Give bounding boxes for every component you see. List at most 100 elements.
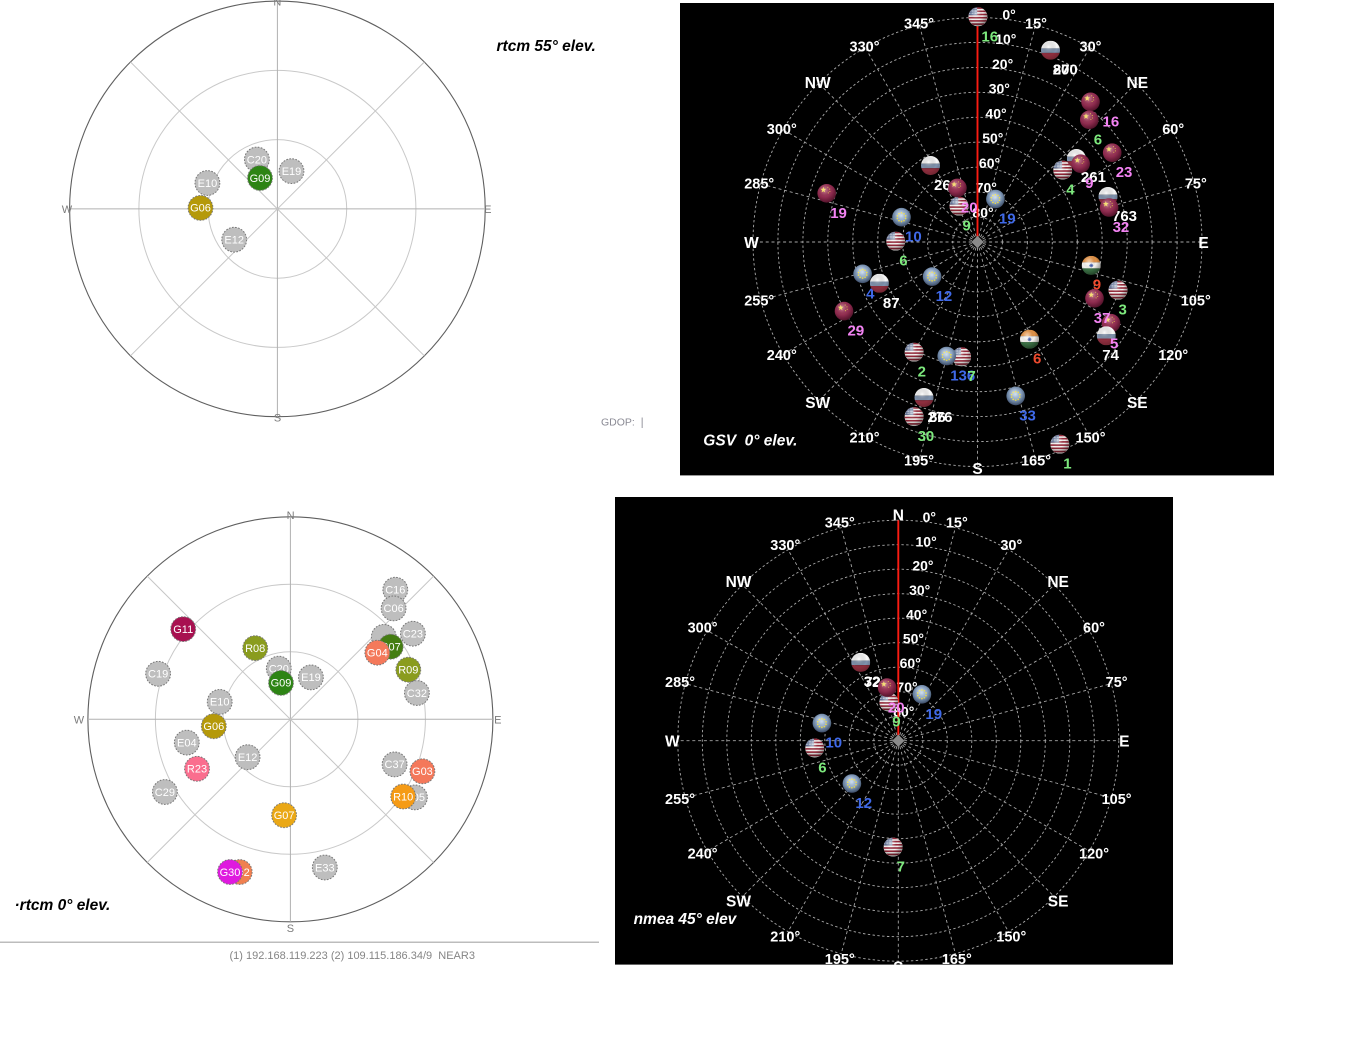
svg-text:32: 32: [1113, 219, 1130, 236]
svg-text:6: 6: [818, 760, 826, 777]
svg-text:E19: E19: [301, 672, 321, 684]
svg-text:0°: 0°: [923, 509, 936, 525]
svg-text:15°: 15°: [1025, 17, 1047, 33]
svg-text:10°: 10°: [995, 31, 1016, 47]
svg-text:12: 12: [936, 288, 953, 305]
svg-text:255°: 255°: [665, 792, 695, 808]
svg-text:70°: 70°: [896, 679, 917, 695]
svg-text:W: W: [62, 204, 73, 216]
svg-text:285°: 285°: [744, 177, 774, 193]
svg-text:26: 26: [934, 177, 951, 194]
svg-text:NW: NW: [726, 574, 752, 591]
svg-text:W: W: [744, 235, 759, 252]
svg-text:29: 29: [848, 323, 865, 340]
svg-text:75°: 75°: [1185, 177, 1207, 193]
svg-text:30°: 30°: [909, 582, 930, 598]
svg-text:20°: 20°: [912, 558, 933, 574]
svg-text:19: 19: [925, 706, 942, 723]
svg-text:60°: 60°: [900, 655, 921, 671]
svg-text:60°: 60°: [1083, 621, 1105, 637]
svg-text:33: 33: [1019, 407, 1036, 424]
svg-text:23: 23: [1116, 164, 1133, 181]
svg-text:NW: NW: [805, 75, 831, 92]
svg-text:C23: C23: [403, 629, 423, 641]
svg-text:37: 37: [1094, 310, 1111, 327]
svg-text:G04: G04: [367, 648, 388, 660]
svg-text:E: E: [494, 715, 501, 727]
svg-text:12: 12: [855, 795, 872, 812]
svg-text:9: 9: [963, 218, 971, 235]
svg-text:10: 10: [825, 735, 842, 752]
svg-text:20°: 20°: [992, 56, 1013, 72]
svg-text:S: S: [972, 461, 982, 478]
svg-text:0°: 0°: [1002, 6, 1015, 22]
svg-text:W: W: [74, 715, 85, 727]
svg-text:NE: NE: [1047, 574, 1069, 591]
svg-text:E33: E33: [315, 862, 335, 874]
svg-text:4: 4: [866, 285, 875, 302]
svg-text:30°: 30°: [1000, 538, 1022, 554]
svg-text:105°: 105°: [1102, 792, 1132, 808]
svg-text:G11: G11: [173, 624, 193, 636]
svg-text:300°: 300°: [767, 122, 797, 138]
svg-text:86: 86: [929, 409, 946, 426]
svg-text:261: 261: [1081, 169, 1106, 186]
svg-text:(1) 192.168.119.223 (2) 109.11: (1) 192.168.119.223 (2) 109.115.186.34/9…: [230, 950, 475, 962]
svg-text:6: 6: [899, 253, 907, 270]
svg-text:87: 87: [883, 295, 900, 312]
svg-text:75°: 75°: [1106, 675, 1128, 691]
svg-text:105°: 105°: [1181, 294, 1211, 310]
svg-text:C37: C37: [385, 759, 405, 771]
svg-text:30°: 30°: [1080, 39, 1102, 55]
svg-text:SW: SW: [805, 395, 830, 412]
svg-text:C32: C32: [407, 688, 427, 700]
svg-text:150°: 150°: [996, 929, 1026, 945]
svg-text:165°: 165°: [1021, 453, 1051, 469]
svg-text:50°: 50°: [903, 631, 924, 647]
svg-text:210°: 210°: [770, 929, 800, 945]
svg-text:·rtcm 0° elev.: ·rtcm 0° elev.: [15, 897, 111, 914]
svg-text:E19: E19: [282, 166, 302, 178]
svg-text:6: 6: [1094, 131, 1102, 148]
svg-text:330°: 330°: [770, 538, 800, 554]
svg-text:200: 200: [1053, 62, 1078, 79]
svg-text:165°: 165°: [942, 952, 972, 968]
svg-text:G09: G09: [271, 678, 292, 690]
svg-text:6: 6: [1033, 351, 1041, 368]
svg-text:E04: E04: [177, 737, 197, 749]
svg-text:32: 32: [864, 674, 881, 691]
svg-text:330°: 330°: [850, 39, 880, 55]
svg-text:345°: 345°: [825, 515, 855, 531]
svg-text:N: N: [273, 0, 281, 9]
svg-text:C06: C06: [384, 603, 404, 615]
svg-text:S: S: [274, 413, 281, 425]
svg-text:60°: 60°: [979, 155, 1000, 171]
svg-text:30°: 30°: [989, 81, 1010, 97]
svg-text:20: 20: [961, 199, 978, 216]
svg-text:C20: C20: [247, 154, 267, 166]
svg-text:4: 4: [1066, 182, 1075, 199]
svg-text:240°: 240°: [767, 348, 797, 364]
svg-text:136: 136: [950, 368, 975, 385]
svg-text:120°: 120°: [1158, 348, 1188, 364]
svg-text:50°: 50°: [982, 130, 1003, 146]
svg-text:R23: R23: [187, 764, 207, 776]
svg-text:nmea 45° elev: nmea 45° elev: [634, 911, 738, 928]
svg-text:9: 9: [1085, 175, 1093, 192]
svg-text:15°: 15°: [946, 515, 968, 531]
svg-text:72: 72: [864, 674, 881, 691]
svg-text:rtcm 55° elev.: rtcm 55° elev.: [497, 38, 596, 55]
svg-text:2: 2: [918, 364, 926, 381]
svg-text:40°: 40°: [985, 105, 1006, 121]
svg-text:W: W: [665, 734, 680, 751]
svg-text:G07: G07: [274, 810, 295, 822]
svg-text:S: S: [893, 960, 903, 977]
svg-text:E10: E10: [198, 178, 218, 190]
svg-text:R10: R10: [393, 791, 413, 803]
svg-text:195°: 195°: [904, 453, 934, 469]
svg-text:G30: G30: [220, 867, 241, 879]
svg-text:87: 87: [1053, 62, 1070, 79]
svg-text:SE: SE: [1127, 395, 1148, 412]
svg-text:9: 9: [892, 714, 900, 731]
svg-text:G03: G03: [412, 766, 433, 778]
